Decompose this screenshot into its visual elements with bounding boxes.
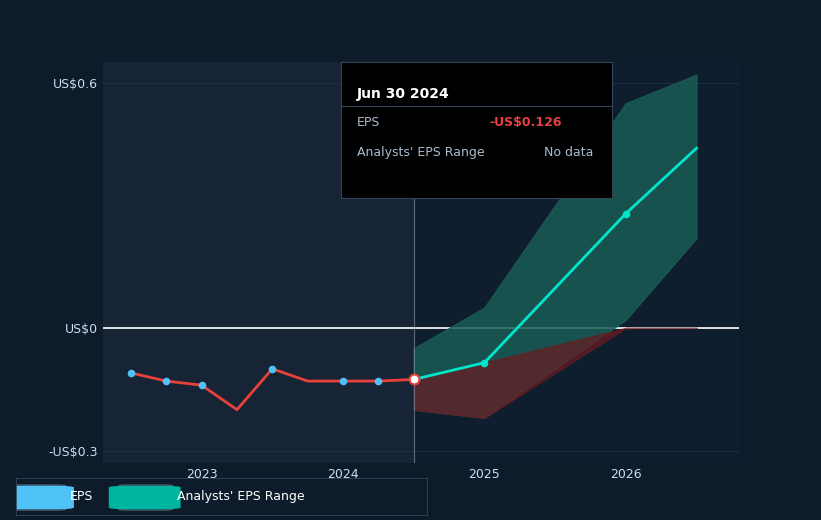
FancyBboxPatch shape [2, 486, 74, 510]
Point [372, 377, 385, 385]
Point [478, 359, 491, 367]
Point [266, 365, 279, 373]
Text: EPS: EPS [70, 490, 93, 503]
Point [407, 375, 420, 384]
Point [195, 381, 209, 389]
Bar [103, 62, 414, 463]
Text: Jun 30 2024: Jun 30 2024 [357, 87, 450, 101]
Text: -US$0.126: -US$0.126 [490, 116, 562, 129]
FancyBboxPatch shape [12, 485, 66, 510]
Point [407, 375, 420, 384]
Text: Analysts' EPS Range: Analysts' EPS Range [357, 146, 484, 159]
Point [159, 377, 172, 385]
FancyBboxPatch shape [119, 485, 172, 510]
Text: Analysts Forecasts: Analysts Forecasts [420, 66, 537, 79]
FancyBboxPatch shape [109, 486, 181, 510]
Text: No data: No data [544, 146, 594, 159]
Text: Analysts' EPS Range: Analysts' EPS Range [177, 490, 304, 503]
Point [124, 369, 137, 377]
Text: EPS: EPS [357, 116, 380, 129]
Point [337, 377, 350, 385]
Text: Actual: Actual [372, 66, 410, 79]
Point [619, 210, 632, 218]
